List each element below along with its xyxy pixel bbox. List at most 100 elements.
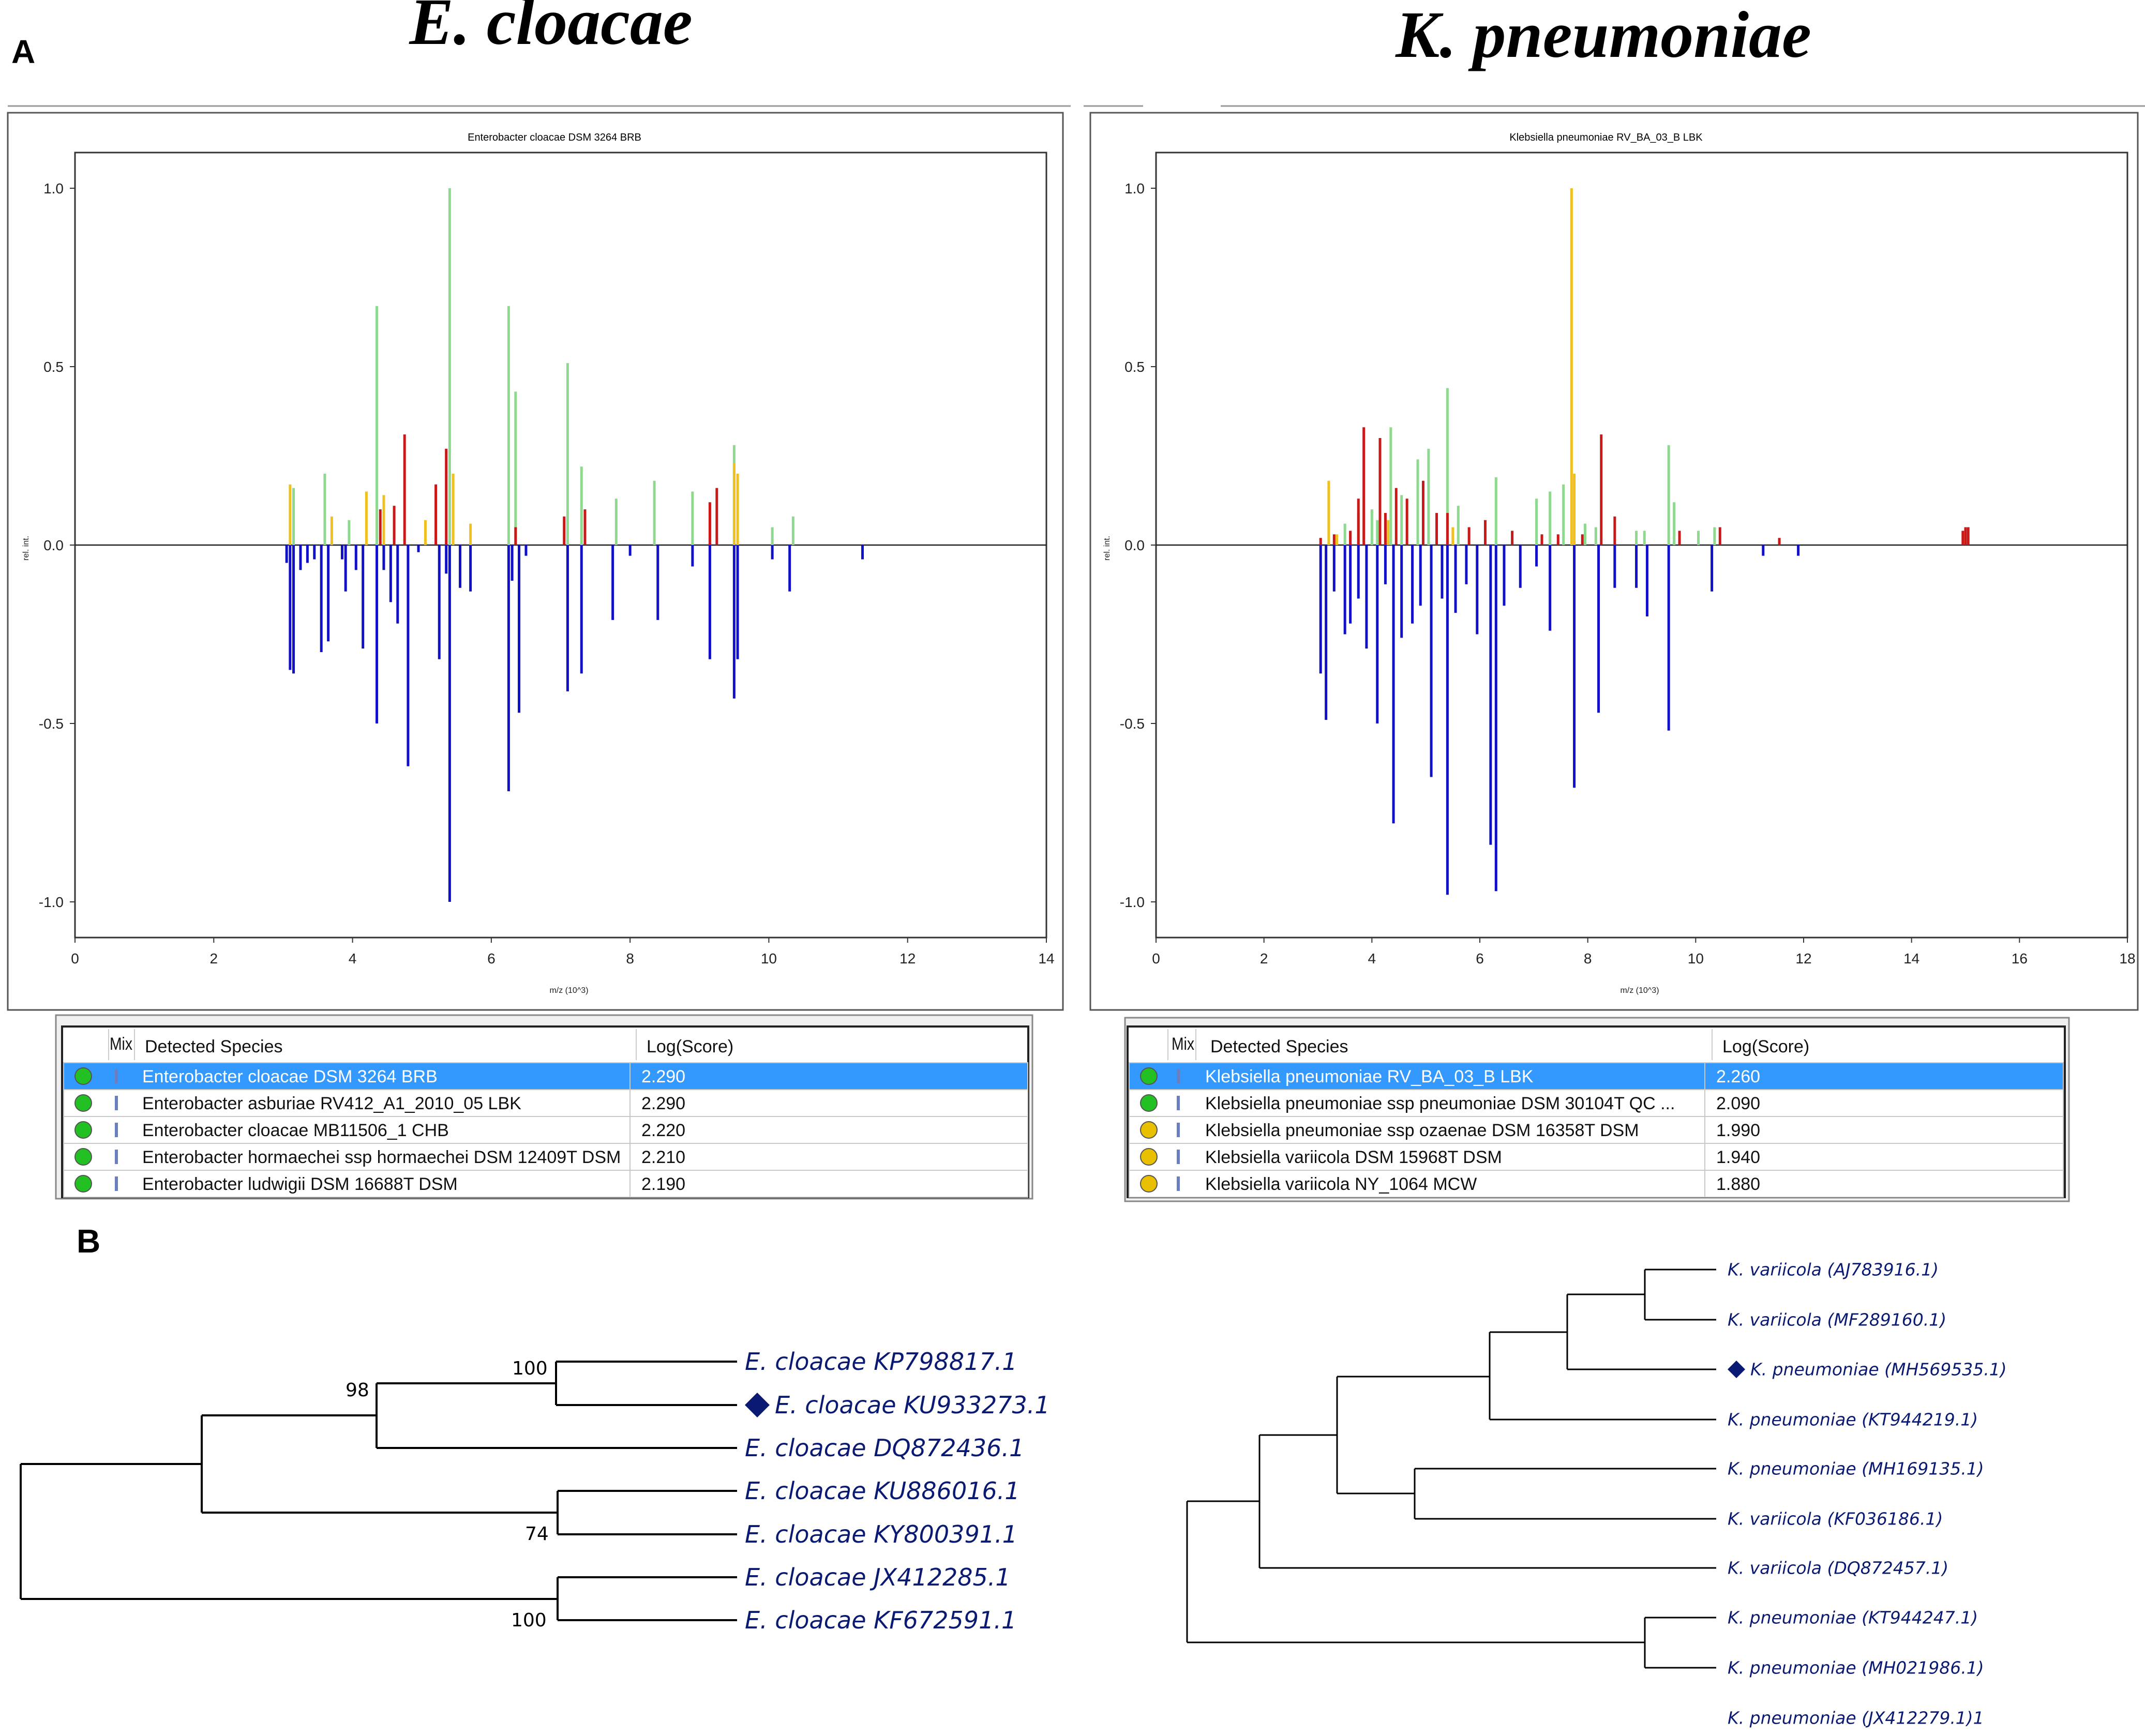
ylabel-right: rel. int.	[1103, 536, 1112, 561]
score-cell: 2.090	[1716, 1094, 1760, 1113]
tree-taxon-label: K. pneumoniae (JX412279.1)1	[1728, 1708, 1984, 1728]
x-tick-label: 10	[1688, 950, 1704, 967]
x-tick-label: 6	[487, 950, 496, 967]
score-cell: 1.990	[1716, 1121, 1760, 1140]
tree-taxon-label: K. variicola (KF036186.1)	[1728, 1509, 1943, 1529]
tree-taxon-label: K. pneumoniae (KT944219.1)	[1728, 1410, 1978, 1430]
spectrum-frame-left	[7, 112, 1064, 1011]
row-background	[1129, 1089, 2064, 1117]
x-tick-label: 14	[1038, 950, 1054, 967]
x-tick-label: 0	[71, 950, 79, 967]
tree-taxon-label: E. cloacae DQ872436.1	[745, 1434, 1024, 1462]
x-tick-label: 8	[626, 950, 634, 967]
tree-labels-right: K. variicola (AJ783916.1) K. variicola (M…	[1728, 1260, 2007, 1728]
y-tick-label: -1.0	[1120, 894, 1145, 910]
tree-taxon-label: E. cloacae KF672591.1	[745, 1606, 1016, 1634]
bootstrap-value: 100	[511, 1610, 547, 1631]
species-cell: Enterobacter asburiae RV412_A1_2010_05 L…	[142, 1094, 521, 1113]
mix-indicator-icon	[115, 1150, 118, 1164]
phylogenetic-tree-left	[20, 1361, 737, 1621]
bootstrap-value: 98	[346, 1380, 369, 1401]
tree-taxon-label: E. cloacae KP798817.1	[745, 1348, 1017, 1376]
score-cell: 2.290	[641, 1067, 685, 1086]
tree-taxon-label: E. cloacae KU886016.1	[745, 1477, 1020, 1505]
table-row[interactable]: Klebsiella pneumoniae ssp pneumoniae DSM…	[1129, 1089, 2064, 1117]
diamond-marker-icon	[1728, 1361, 1745, 1378]
score-cell: 2.290	[641, 1094, 685, 1113]
xlabel-right: m/z (10^3)	[1620, 986, 1659, 995]
tree-taxon-label: E. cloacae KU933273.1	[775, 1391, 1050, 1419]
mix-indicator-icon	[1177, 1176, 1180, 1191]
y-tick-label: 0.5	[1124, 359, 1145, 375]
column-header-mix[interactable]: Mix	[110, 1034, 132, 1054]
table-row[interactable]: Enterobacter hormaechei ssp hormaechei D…	[63, 1143, 1028, 1171]
spectrum-marks-right: 0 2 4 6 8 10 12 14 16 18 1.0 0.5 0.0 -0.5 -1.0	[1120, 180, 2136, 967]
table-row[interactable]: Enterobacter asburiae RV412_A1_2010_05 L…	[63, 1089, 1028, 1117]
tree-taxon-label: K. pneumoniae (MH021986.1)	[1728, 1658, 1984, 1678]
column-header-species[interactable]: Detected Species	[1210, 1037, 1348, 1056]
table-row[interactable]: Klebsiella variicola NY_1064 MCW 1.880	[1129, 1170, 2064, 1198]
species-cell: Klebsiella pneumoniae ssp pneumoniae DSM…	[1205, 1094, 1675, 1113]
row-background	[63, 1170, 1028, 1198]
table-row[interactable]: Enterobacter ludwigii DSM 16688T DSM 2.19…	[63, 1170, 1028, 1198]
species-cell: Klebsiella variicola NY_1064 MCW	[1205, 1174, 1477, 1194]
x-tick-label: 2	[209, 950, 218, 967]
y-tick-label: 0.0	[43, 537, 64, 553]
score-cell: 1.940	[1716, 1148, 1760, 1167]
x-tick-label: 8	[1584, 950, 1592, 967]
column-header-score[interactable]: Log(Score)	[647, 1037, 733, 1056]
species-cell: Enterobacter cloacae MB11506_1 CHB	[142, 1121, 449, 1140]
species-cell: Klebsiella variicola DSM 15968T DSM	[1205, 1148, 1502, 1167]
row-background	[1129, 1062, 2064, 1090]
phylogenetic-tree-right	[1186, 1269, 1716, 1669]
score-cell: 2.190	[641, 1174, 685, 1194]
tree-taxon-label: K. variicola (AJ783916.1)	[1728, 1260, 1939, 1280]
y-tick-label: 0.0	[1124, 537, 1145, 553]
x-tick-label: 18	[2119, 950, 2135, 967]
status-green-icon	[74, 1175, 92, 1192]
score-cell: 2.210	[641, 1148, 685, 1167]
column-header-mix[interactable]: Mix	[1172, 1034, 1194, 1054]
column-header-species[interactable]: Detected Species	[145, 1037, 283, 1056]
mix-indicator-icon	[115, 1123, 118, 1137]
status-green-icon	[74, 1148, 92, 1166]
x-tick-label: 6	[1476, 950, 1484, 967]
row-background	[1129, 1170, 2064, 1198]
x-tick-label: 4	[349, 950, 357, 967]
species-cell: Enterobacter cloacae DSM 3264 BRB	[142, 1067, 438, 1086]
tree-labels-left: E. cloacae KP798817.1 E. cloacae KU933273…	[745, 1348, 1050, 1634]
score-cell: 2.260	[1716, 1067, 1760, 1086]
x-tick-label: 2	[1260, 950, 1268, 967]
status-green-icon	[1140, 1067, 1158, 1085]
table-row[interactable]: Klebsiella pneumoniae ssp ozaenae DSM 16…	[1129, 1116, 2064, 1144]
spectrum-panel-right: Klebsiella pneumoniae RV_BA_03_B LBK 0 2 4…	[1084, 105, 2145, 1011]
spectrum-panel-left: Enterobacter cloacae DSM 3264 BRB 0 2 4 6 8 1…	[7, 105, 1071, 1011]
tree-taxon-label: K. pneumoniae (MH169135.1)	[1728, 1459, 1984, 1479]
tree-taxon-label: K. variicola (DQ872457.1)	[1728, 1558, 1948, 1578]
row-background	[1129, 1116, 2064, 1144]
panel-label-a: A	[11, 33, 35, 70]
table-row[interactable]: Klebsiella pneumoniae RV_BA_03_B LBK 2.26…	[1129, 1062, 2064, 1090]
spectrum-title-right: Klebsiella pneumoniae RV_BA_03_B LBK	[1509, 132, 1703, 143]
table-row[interactable]: Klebsiella variicola DSM 15968T DSM 1.940	[1129, 1143, 2064, 1171]
table-row[interactable]: Enterobacter cloacae MB11506_1 CHB 2.220	[63, 1116, 1028, 1144]
column-header-score[interactable]: Log(Score)	[1722, 1037, 1809, 1056]
y-tick-label: 1.0	[1124, 180, 1145, 197]
x-tick-label: 0	[1152, 950, 1160, 967]
mix-indicator-icon	[1177, 1150, 1180, 1164]
ylabel-left: rel. int.	[22, 536, 31, 561]
x-tick-label: 12	[899, 950, 916, 967]
xlabel-left: m/z (10^3)	[549, 986, 588, 995]
status-yellow-icon	[1140, 1148, 1158, 1166]
status-green-icon	[74, 1121, 92, 1139]
x-tick-label: 4	[1368, 950, 1376, 967]
table-row[interactable]: Enterobacter cloacae DSM 3264 BRB 2.290	[63, 1062, 1028, 1090]
bootstrap-value: 100	[512, 1358, 548, 1379]
table-rows: Enterobacter cloacae DSM 3264 BRB 2.290En…	[63, 1062, 1028, 1198]
row-background	[1129, 1143, 2064, 1171]
status-green-icon	[74, 1067, 92, 1085]
row-background	[63, 1116, 1028, 1144]
y-tick-label: -0.5	[39, 716, 64, 732]
row-background	[63, 1089, 1028, 1117]
